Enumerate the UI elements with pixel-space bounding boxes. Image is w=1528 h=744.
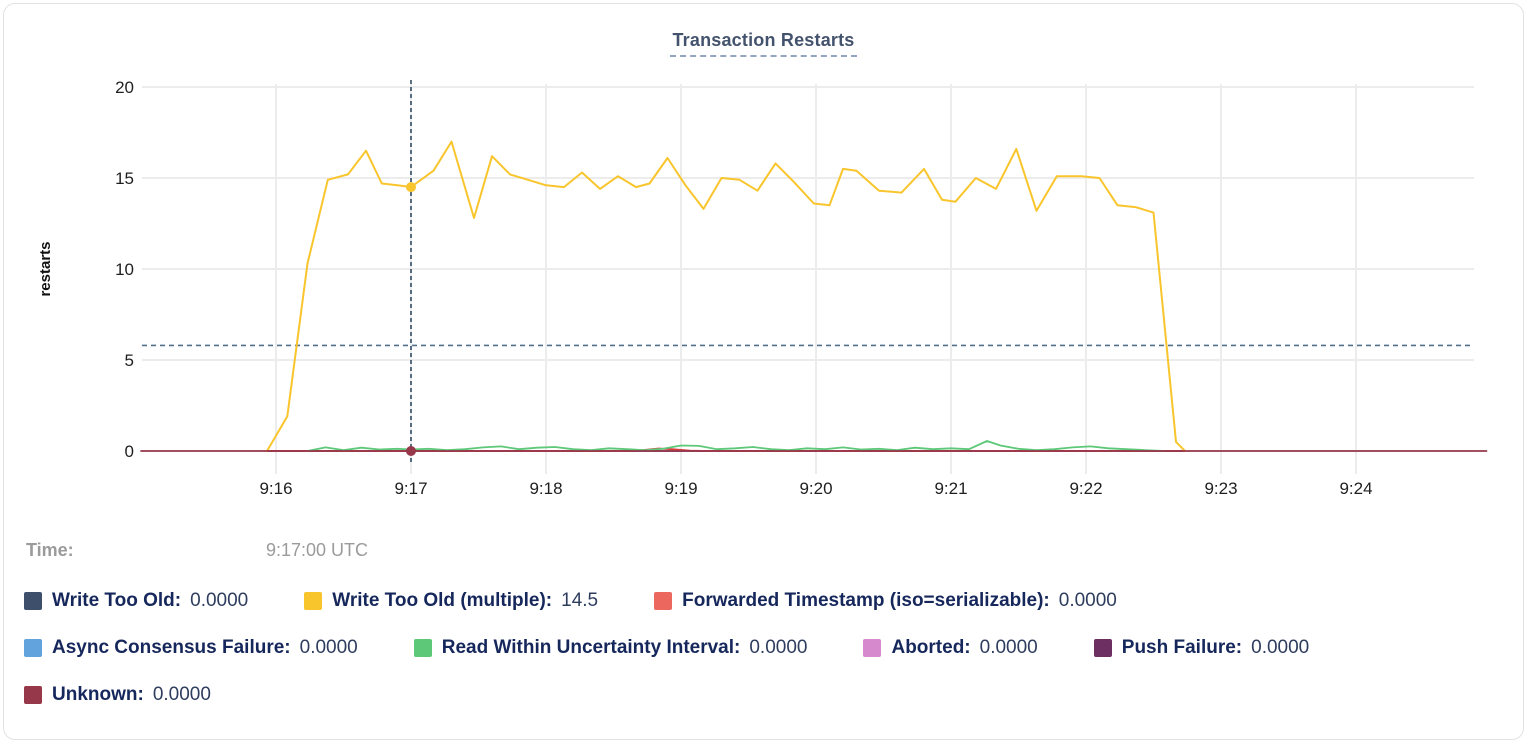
series-color-swatch-icon [413,639,432,657]
legend-item-unknown[interactable]: Unknown: 0.0000 [24,684,211,706]
x-tick-label: 9:19 [664,479,697,498]
chart-svg[interactable]: 0 5 10 15 20 9:16 9:17 9:18 9:19 9:20 9:21 9:22 9:23… [4,62,1524,524]
legend-row-1: Write Too Old: 0.0000 Write Too Old (mul… [24,590,1504,612]
hover-point-dot [406,182,416,193]
x-tick-label: 9:22 [1069,479,1102,498]
chart-title[interactable]: Transaction Restarts [670,30,857,57]
legend-value: 0.0000 [1251,637,1310,658]
legend-value: 0.0000 [1058,590,1117,611]
series-color-swatch-icon [24,592,42,610]
legend-label: Write Too Old (multiple): [332,590,553,611]
legend-row-2: Async Consensus Failure: 0.0000 Read Wit… [24,637,1504,659]
x-tick-label: 9:23 [1204,479,1237,498]
legend-item-async-consensus-failure[interactable]: Async Consensus Failure: 0.0000 [24,637,358,659]
chart-card: Transaction Restarts 0 5 10 15 20 9:16 9:17 9:1… [3,3,1524,740]
series-color-swatch-icon [24,639,42,657]
legend-value: 0.0000 [749,637,808,658]
x-tick-label: 9:16 [259,479,292,498]
legend-value: 0.0000 [190,590,249,611]
legend-item-read-within-uncertainty[interactable]: Read Within Uncertainty Interval: 0.0000 [413,637,808,659]
legend-label: Aborted: [891,637,971,658]
transaction-restarts-chart[interactable]: 0 5 10 15 20 9:16 9:17 9:18 9:19 9:20 9:21 9:22 9:23… [4,62,1524,524]
legend-label: Read Within Uncertainty Interval: [441,637,741,658]
legend-item-aborted[interactable]: Aborted: 0.0000 [863,637,1038,659]
series-color-swatch-icon [863,639,882,657]
series-color-swatch-icon [24,686,42,704]
series-color-swatch-icon [1093,639,1112,657]
legend-value: 14.5 [561,590,599,611]
legend-label: Write Too Old: [52,590,182,611]
series-color-swatch-icon [654,592,673,610]
legend-value: 0.0000 [299,637,358,658]
hover-time-row: Time: 9:17:00 UTC [26,540,368,561]
legend-item-forwarded-timestamp[interactable]: Forwarded Timestamp (iso=serializable): … [654,590,1117,612]
x-tick-label: 9:18 [529,479,562,498]
series-color-swatch-icon [304,592,323,610]
legend-label: Async Consensus Failure: [52,637,291,658]
hover-point-dot [406,446,416,456]
x-tick-label: 9:21 [934,479,967,498]
legend-value: 0.0000 [152,684,211,705]
x-tick-label: 9:20 [799,479,832,498]
legend-item-write-too-old-multiple[interactable]: Write Too Old (multiple): 14.5 [304,590,598,612]
y-axis-label: restarts [37,241,54,296]
series-line [306,440,1166,452]
legend-item-write-too-old[interactable]: Write Too Old: 0.0000 [24,590,248,612]
legend-value: 0.0000 [979,637,1038,658]
legend-label: Unknown: [52,684,144,705]
hover-time-label: Time: [26,540,74,560]
legend-label: Forwarded Timestamp (iso=serializable): [682,590,1050,611]
hover-time-value: 9:17:00 UTC [266,540,369,560]
x-tick-label: 9:24 [1339,479,1372,498]
legend-row-3: Unknown: 0.0000 [24,684,1504,706]
series-line [266,140,1186,452]
y-tick-label: 20 [115,78,134,97]
y-tick-label: 5 [125,351,134,370]
chart-legend: Write Too Old: 0.0000 Write Too Old (mul… [24,590,1504,731]
y-tick-label: 15 [115,169,134,188]
x-tick-label: 9:17 [394,479,427,498]
legend-item-push-failure[interactable]: Push Failure: 0.0000 [1093,637,1310,659]
y-tick-label: 10 [115,260,134,279]
y-tick-label: 0 [125,442,134,461]
legend-label: Push Failure: [1121,637,1243,658]
